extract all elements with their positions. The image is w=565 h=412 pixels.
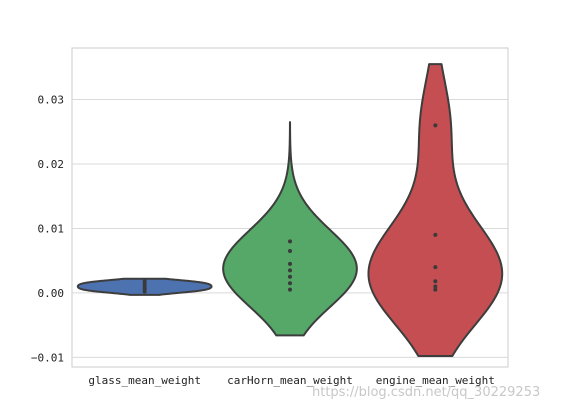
data-point [433,265,438,270]
data-point [433,284,438,289]
x-tick-label: carHorn_mean_weight [227,374,353,387]
data-point [142,279,147,284]
violin-body [367,63,504,358]
y-tick-label: −0.01 [31,351,64,364]
data-point [433,123,438,128]
y-tick-label: 0.03 [38,94,65,107]
x-tick-label: engine_mean_weight [376,374,495,387]
data-point [288,249,292,253]
y-tick-label: 0.02 [38,158,65,171]
violins [76,63,504,358]
data-point [433,279,438,284]
y-tick-label: 0.00 [38,287,65,300]
y-axis-ticks: −0.01 0.00 0.01 0.02 0.03 [31,94,64,365]
data-point [433,287,438,292]
data-point [288,281,292,286]
data-point [288,261,292,266]
violin-body [222,121,358,337]
y-tick-label: 0.01 [38,222,65,235]
x-tick-label: glass_mean_weight [88,374,201,387]
data-point [433,232,438,237]
data-point [288,239,292,244]
x-axis-ticks: glass_mean_weight carHorn_mean_weight engi… [88,374,495,387]
data-point [288,287,292,292]
data-point [288,274,292,279]
data-point [288,268,292,273]
watermark: https://blog.csdn.net/qq_30229253 [312,385,541,400]
